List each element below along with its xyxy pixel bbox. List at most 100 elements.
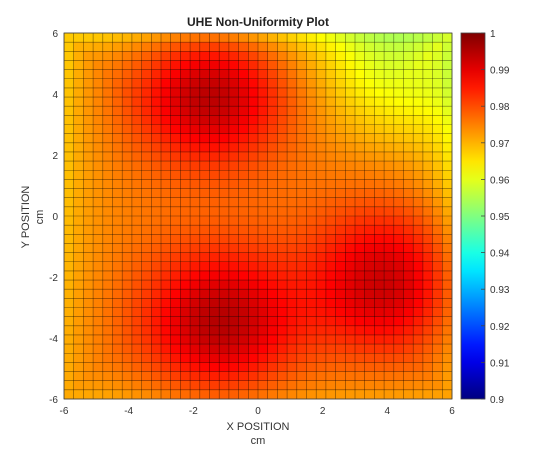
heatmap-cell <box>355 216 365 226</box>
heatmap-cell <box>170 179 181 189</box>
heatmap-cell <box>141 97 152 107</box>
heatmap-cell <box>306 115 317 125</box>
heatmap-cell <box>73 243 84 253</box>
heatmap-cell <box>403 106 414 116</box>
heatmap-cell <box>141 307 152 317</box>
heatmap-cell <box>151 133 162 144</box>
heatmap-cell <box>180 106 191 116</box>
heatmap-cell <box>393 60 404 70</box>
heatmap-cell <box>209 170 220 180</box>
heatmap-cell <box>228 161 239 171</box>
heatmap-cell <box>384 234 395 244</box>
heatmap-cell <box>219 289 230 299</box>
heatmap-cell <box>345 380 356 391</box>
heatmap-cell <box>93 87 104 98</box>
heatmap-cell <box>345 78 356 89</box>
heatmap-cell <box>306 270 317 281</box>
heatmap-cell <box>209 389 220 400</box>
heatmap-cell <box>306 197 317 208</box>
heatmap-cell <box>141 252 152 263</box>
heatmap-cell <box>170 298 181 308</box>
heatmap-cell <box>335 42 346 52</box>
heatmap-cell <box>364 252 375 263</box>
heatmap-cell <box>209 133 220 144</box>
heatmap-cell <box>180 261 191 272</box>
heatmap-cell <box>161 124 171 134</box>
heatmap-cell <box>102 371 113 381</box>
heatmap-cell <box>374 316 385 327</box>
heatmap-cell <box>355 51 365 61</box>
heatmap-cell <box>442 225 453 235</box>
heatmap-cell <box>374 234 385 244</box>
heatmap-cell <box>83 188 94 198</box>
heatmap-cell <box>238 325 249 336</box>
heatmap-cell <box>258 325 268 336</box>
heatmap-cell <box>258 371 268 381</box>
heatmap-cell <box>364 151 375 162</box>
heatmap-cell <box>248 298 259 308</box>
heatmap-cell <box>209 33 220 43</box>
heatmap-cell <box>93 316 104 327</box>
heatmap-cell <box>131 216 142 226</box>
heatmap-cell <box>364 225 375 235</box>
heatmap-cell <box>64 142 74 153</box>
heatmap-cell <box>122 124 133 134</box>
heatmap-cell <box>73 106 84 116</box>
heatmap-cell <box>170 115 181 125</box>
heatmap-cell <box>432 298 443 308</box>
heatmap-cell <box>73 206 84 217</box>
heatmap-cell <box>345 325 356 336</box>
heatmap-cell <box>432 42 443 52</box>
heatmap-cell <box>161 252 171 263</box>
heatmap-cell <box>209 316 220 327</box>
heatmap-cell <box>277 197 288 208</box>
heatmap-cell <box>296 133 307 144</box>
heatmap-cell <box>296 261 307 272</box>
heatmap-cell <box>73 216 84 226</box>
heatmap-cell <box>190 142 201 153</box>
heatmap-cell <box>219 261 230 272</box>
heatmap-cell <box>131 51 142 61</box>
heatmap-cell <box>228 380 239 391</box>
x-axis-unit: cm <box>251 435 266 447</box>
heatmap-cell <box>384 179 395 189</box>
heatmap-cell <box>345 298 356 308</box>
heatmap-cell <box>112 353 123 363</box>
heatmap-cell <box>73 188 84 198</box>
heatmap-cell <box>141 289 152 299</box>
heatmap-cell <box>403 97 414 107</box>
heatmap-cell <box>287 344 298 354</box>
heatmap-cell <box>219 225 230 235</box>
heatmap-cell <box>345 51 356 61</box>
heatmap-cell <box>442 280 453 290</box>
heatmap-cell <box>277 325 288 336</box>
heatmap-cell <box>325 298 336 308</box>
y-tick-label: 4 <box>52 90 58 101</box>
heatmap-cell <box>335 97 346 107</box>
heatmap-cell <box>325 280 336 290</box>
heatmap-cell <box>413 289 424 299</box>
heatmap-cell <box>131 261 142 272</box>
heatmap-cell <box>64 325 74 336</box>
heatmap-cell <box>442 362 453 372</box>
heatmap-cell <box>325 261 336 272</box>
heatmap-cell <box>161 261 171 272</box>
heatmap-cell <box>64 60 74 70</box>
heatmap-cell <box>345 362 356 372</box>
heatmap-cell <box>209 280 220 290</box>
heatmap-cell <box>258 243 268 253</box>
heatmap-cell <box>267 307 278 317</box>
heatmap-cell <box>102 124 113 134</box>
heatmap-cell <box>413 298 424 308</box>
heatmap-cell <box>199 188 210 198</box>
heatmap-cell <box>102 298 113 308</box>
heatmap-cell <box>248 353 259 363</box>
heatmap-cell <box>384 142 395 153</box>
heatmap-cell <box>238 87 249 98</box>
heatmap-cell <box>228 225 239 235</box>
heatmap-cell <box>122 261 133 272</box>
heatmap-cell <box>267 97 278 107</box>
heatmap-cell <box>131 371 142 381</box>
heatmap-cell <box>122 389 133 400</box>
